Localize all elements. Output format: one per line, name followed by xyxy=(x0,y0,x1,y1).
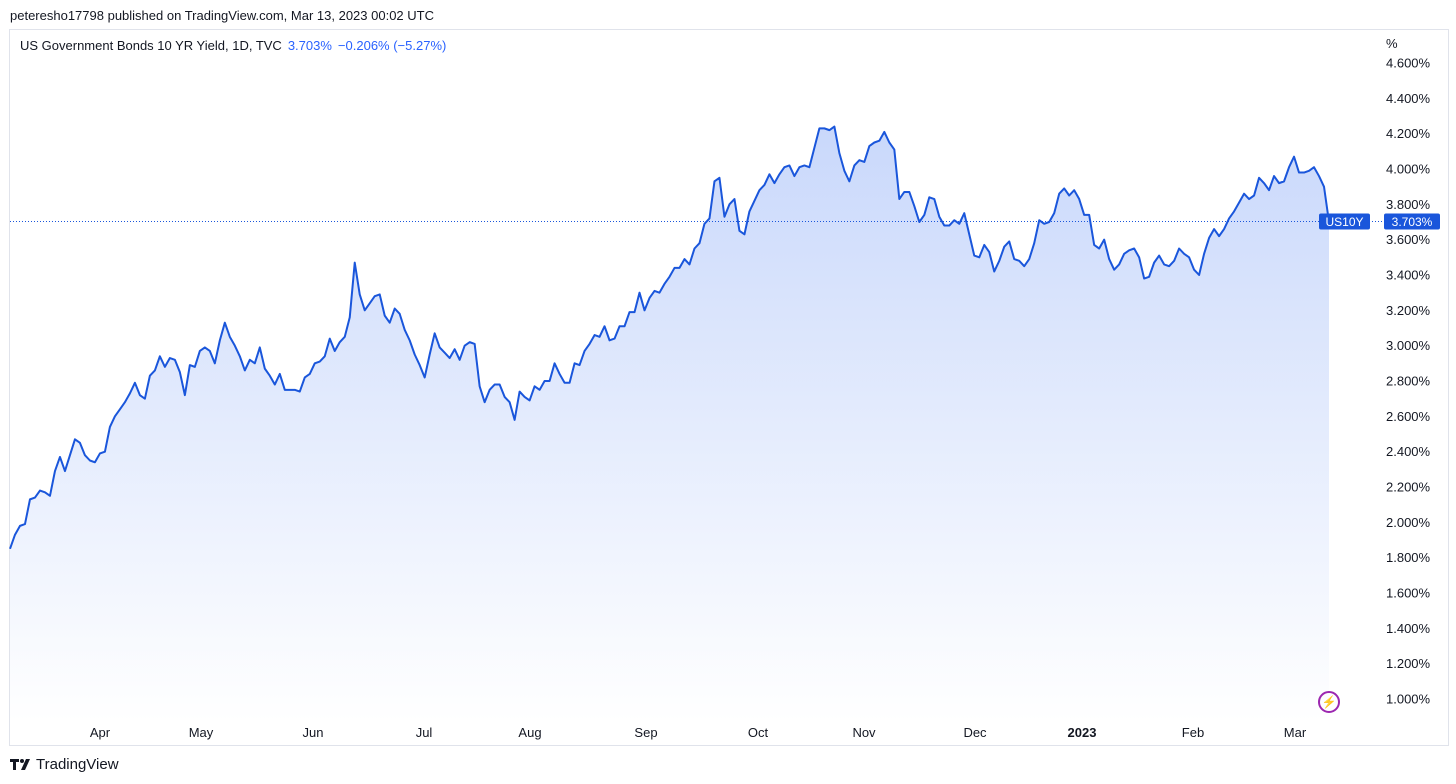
y-tick-label: 3.800% xyxy=(1386,197,1431,212)
x-tick-label: Sep xyxy=(634,725,657,740)
y-tick-label: 4.200% xyxy=(1386,126,1431,141)
y-tick-label: 3.200% xyxy=(1386,303,1431,318)
y-tick-label: 1.800% xyxy=(1386,550,1431,565)
ticker-tag: US10Y xyxy=(1325,215,1363,229)
y-tick-label: 1.000% xyxy=(1386,692,1431,707)
x-tick-label: Mar xyxy=(1284,725,1307,740)
y-tick-label: 1.200% xyxy=(1386,656,1431,671)
x-tick-label: Jul xyxy=(416,725,433,740)
chart-legend: US Government Bonds 10 YR Yield, 1D, TVC… xyxy=(20,38,446,53)
x-tick-label: Feb xyxy=(1182,725,1204,740)
tradingview-logo-icon xyxy=(10,758,30,770)
y-tick-label: 3.000% xyxy=(1386,338,1431,353)
y-tick-label: 2.800% xyxy=(1386,374,1431,389)
y-tick-label: 2.600% xyxy=(1386,409,1431,424)
x-tick-label: Nov xyxy=(852,725,876,740)
x-tick-label: Aug xyxy=(518,725,541,740)
area-fill xyxy=(10,126,1329,723)
series-line xyxy=(9,125,1330,550)
y-tick-label: 2.400% xyxy=(1386,444,1431,459)
y-tick-label: 4.000% xyxy=(1386,162,1431,177)
y-tick-label: 1.600% xyxy=(1386,586,1431,601)
legend-symbol[interactable]: US Government Bonds 10 YR Yield, 1D, TVC xyxy=(20,38,282,53)
price-tag-bg xyxy=(1384,213,1440,230)
lightning-icon[interactable]: ⚡ xyxy=(1318,691,1340,713)
ticker-tag-bg xyxy=(1319,213,1370,230)
y-tick-label: 3.600% xyxy=(1386,232,1431,247)
legend-change: −0.206% (−5.27%) xyxy=(337,38,447,53)
y-axis-unit: % xyxy=(1386,36,1398,51)
chart-frame xyxy=(9,29,1449,746)
x-tick-label: May xyxy=(189,725,214,740)
x-tick-label: Dec xyxy=(963,725,987,740)
y-tick-label: 4.400% xyxy=(1386,91,1431,106)
footer-brand-label: TradingView xyxy=(36,756,119,773)
x-tick-label: Oct xyxy=(748,725,769,740)
y-tick-label: 4.600% xyxy=(1386,56,1431,71)
x-tick-label: Apr xyxy=(90,725,111,740)
y-tick-label: 3.400% xyxy=(1386,268,1431,283)
y-tick-label: 1.400% xyxy=(1386,621,1431,636)
y-tick-label: 2.000% xyxy=(1386,515,1431,530)
price-tag: 3.703% xyxy=(1392,215,1433,229)
y-tick-label: 2.200% xyxy=(1386,480,1431,495)
x-tick-label: Jun xyxy=(303,725,324,740)
publisher-line: peteresho17798 published on TradingView.… xyxy=(10,8,434,23)
x-tick-label: 2023 xyxy=(1068,725,1097,740)
footer-brand[interactable]: TradingView xyxy=(10,756,119,773)
legend-value: 3.703% xyxy=(287,38,332,53)
